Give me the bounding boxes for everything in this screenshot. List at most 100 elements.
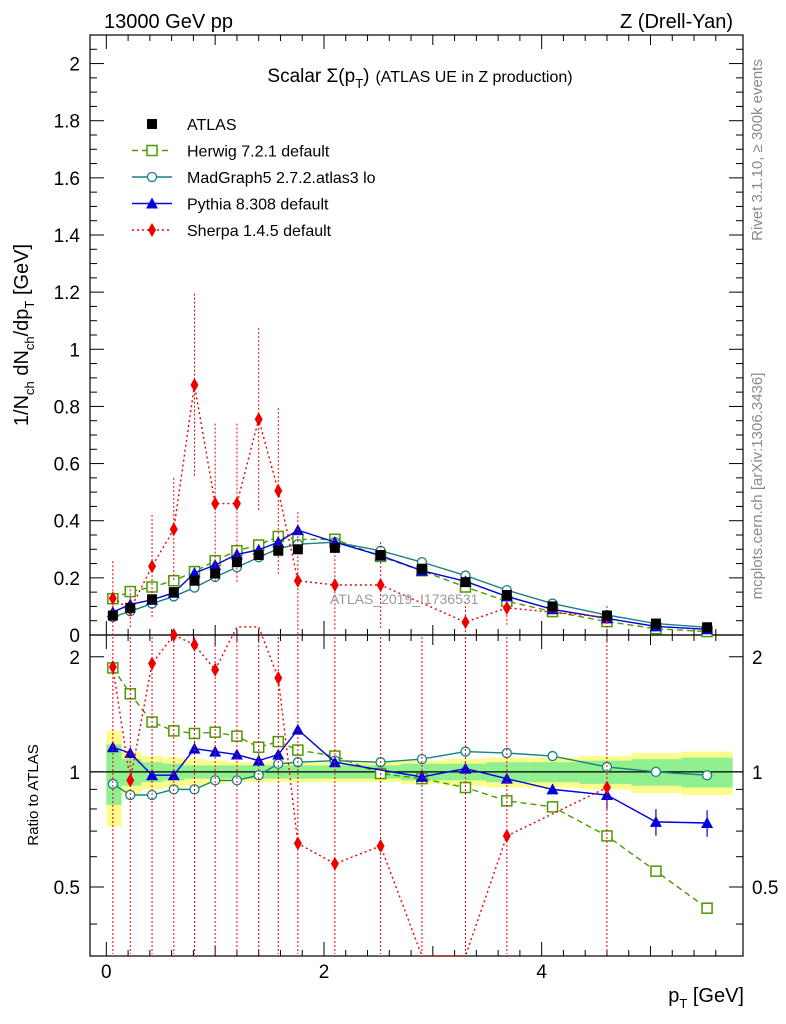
x-tick-label: 0 bbox=[101, 962, 112, 983]
x-tick-label: 2 bbox=[319, 962, 330, 983]
data-point bbox=[107, 610, 118, 621]
data-point bbox=[124, 585, 137, 598]
ratio-tick-label-left: 0.5 bbox=[54, 878, 80, 899]
data-point bbox=[169, 522, 178, 537]
ratio-point bbox=[231, 730, 243, 742]
header-right: Z (Drell-Yan) bbox=[620, 11, 733, 33]
ratio-point bbox=[649, 815, 662, 827]
data-point bbox=[108, 591, 117, 606]
ratio-point bbox=[126, 773, 135, 788]
ratio-point bbox=[601, 830, 613, 842]
data-point bbox=[502, 600, 511, 615]
ratio-point bbox=[188, 742, 201, 754]
y-tick-label: 1 bbox=[69, 340, 80, 361]
ratio-point bbox=[602, 780, 611, 795]
ratio-sherpa bbox=[108, 626, 611, 957]
analysis-watermark: ATLAS_2019_I1736531 bbox=[330, 591, 479, 607]
data-point bbox=[702, 622, 713, 633]
legend-label: Herwig 7.2.1 default bbox=[187, 144, 330, 161]
data-point bbox=[461, 615, 470, 630]
ratio-line bbox=[112, 626, 608, 957]
data-point bbox=[232, 496, 241, 511]
ratio-point bbox=[124, 747, 137, 759]
y-tick-label: 1.6 bbox=[54, 169, 80, 190]
ratio-point bbox=[415, 770, 428, 782]
series-line bbox=[112, 529, 708, 630]
ratio-point bbox=[108, 660, 117, 675]
ratio-point bbox=[701, 817, 714, 829]
y-axis-label: 1/Nch dNch/dpT [GeV] bbox=[11, 244, 37, 426]
y-tick-label: 1.2 bbox=[54, 283, 80, 304]
data-point bbox=[601, 610, 612, 621]
mcplots-label: mcplots.cern.ch [arXiv:1306.3436] bbox=[749, 373, 766, 600]
legend-entry: Sherpa 1.4.5 default bbox=[132, 223, 332, 240]
y-tick-label: 0 bbox=[69, 626, 80, 647]
ratio-pythia bbox=[106, 723, 714, 837]
data-point bbox=[189, 575, 200, 586]
ratio-point bbox=[376, 838, 385, 853]
ratio-point bbox=[209, 726, 221, 738]
ratio-axis-label: Ratio to ATLAS bbox=[25, 744, 42, 845]
data-point bbox=[416, 563, 427, 574]
data-point bbox=[231, 557, 242, 568]
data-point bbox=[375, 550, 386, 560]
axes: 0 2 400.20.40.60.811.21.41.61.820.5 0.51 12 2 bbox=[54, 34, 778, 983]
ratio-point bbox=[650, 865, 662, 877]
data-point bbox=[190, 378, 199, 392]
data-point bbox=[211, 496, 220, 511]
data-point bbox=[253, 550, 264, 560]
data-point bbox=[330, 578, 339, 592]
y-tick-label: 1.8 bbox=[54, 112, 80, 133]
ratio-tick-label-right: 0.5 bbox=[752, 878, 778, 899]
ratio-point bbox=[148, 656, 157, 671]
legend-entry: Herwig 7.2.1 default bbox=[132, 144, 330, 161]
ratio-marks bbox=[106, 626, 714, 957]
plot-title: Scalar Σ(pT) (ATLAS UE in Z production) bbox=[267, 66, 572, 91]
ratio-point bbox=[293, 836, 302, 851]
data-point bbox=[254, 412, 263, 427]
legend: ATLAS Herwig 7.2.1 default MadGraph5 2.7.2… bbox=[132, 117, 376, 240]
ratio-tick-label-right: 1 bbox=[752, 763, 763, 784]
ratio-point bbox=[459, 762, 472, 774]
x-axis-label: pT [GeV] bbox=[668, 985, 744, 1011]
data-point bbox=[125, 602, 136, 613]
ratio-point bbox=[460, 746, 471, 757]
ratio-point bbox=[190, 637, 199, 652]
ratio-point bbox=[274, 670, 283, 685]
ratio-point bbox=[107, 778, 119, 790]
rivet-version-label: Rivet 3.1.10, ≥ 300k events bbox=[749, 59, 766, 241]
data-point bbox=[230, 548, 243, 560]
data-point bbox=[376, 578, 385, 592]
legend-label: ATLAS bbox=[187, 117, 237, 134]
data-point bbox=[460, 577, 471, 588]
y-tick-label: 0.8 bbox=[54, 397, 80, 418]
series-line bbox=[112, 384, 608, 623]
x-tick-label: 4 bbox=[536, 962, 547, 983]
ratio-point bbox=[502, 828, 511, 843]
y-tick-label: 0.6 bbox=[54, 455, 80, 476]
legend-marker bbox=[147, 119, 157, 129]
legend-marker bbox=[146, 197, 158, 209]
data-point bbox=[148, 559, 157, 574]
ratio-point bbox=[211, 662, 220, 677]
data-point bbox=[188, 567, 201, 578]
data-point bbox=[547, 601, 558, 612]
y-tick-label: 0.4 bbox=[54, 512, 81, 533]
legend-entry: MadGraph5 2.7.2.atlas3 lo bbox=[132, 170, 376, 187]
ratio-point bbox=[169, 628, 178, 642]
series-atlas bbox=[107, 542, 713, 633]
data-point bbox=[293, 573, 302, 588]
data-point bbox=[501, 590, 512, 600]
ratio-point bbox=[701, 902, 713, 914]
data-point bbox=[210, 568, 221, 579]
data-point bbox=[274, 483, 283, 498]
ratio-tick-label-left: 2 bbox=[69, 648, 80, 669]
data-point bbox=[168, 587, 179, 598]
legend-label: Sherpa 1.4.5 default bbox=[187, 223, 332, 240]
header-left: 13000 GeV pp bbox=[104, 11, 233, 33]
ratio-point bbox=[650, 766, 662, 778]
data-point bbox=[292, 544, 303, 555]
ratio-line bbox=[112, 728, 708, 824]
legend-marker bbox=[146, 171, 158, 183]
